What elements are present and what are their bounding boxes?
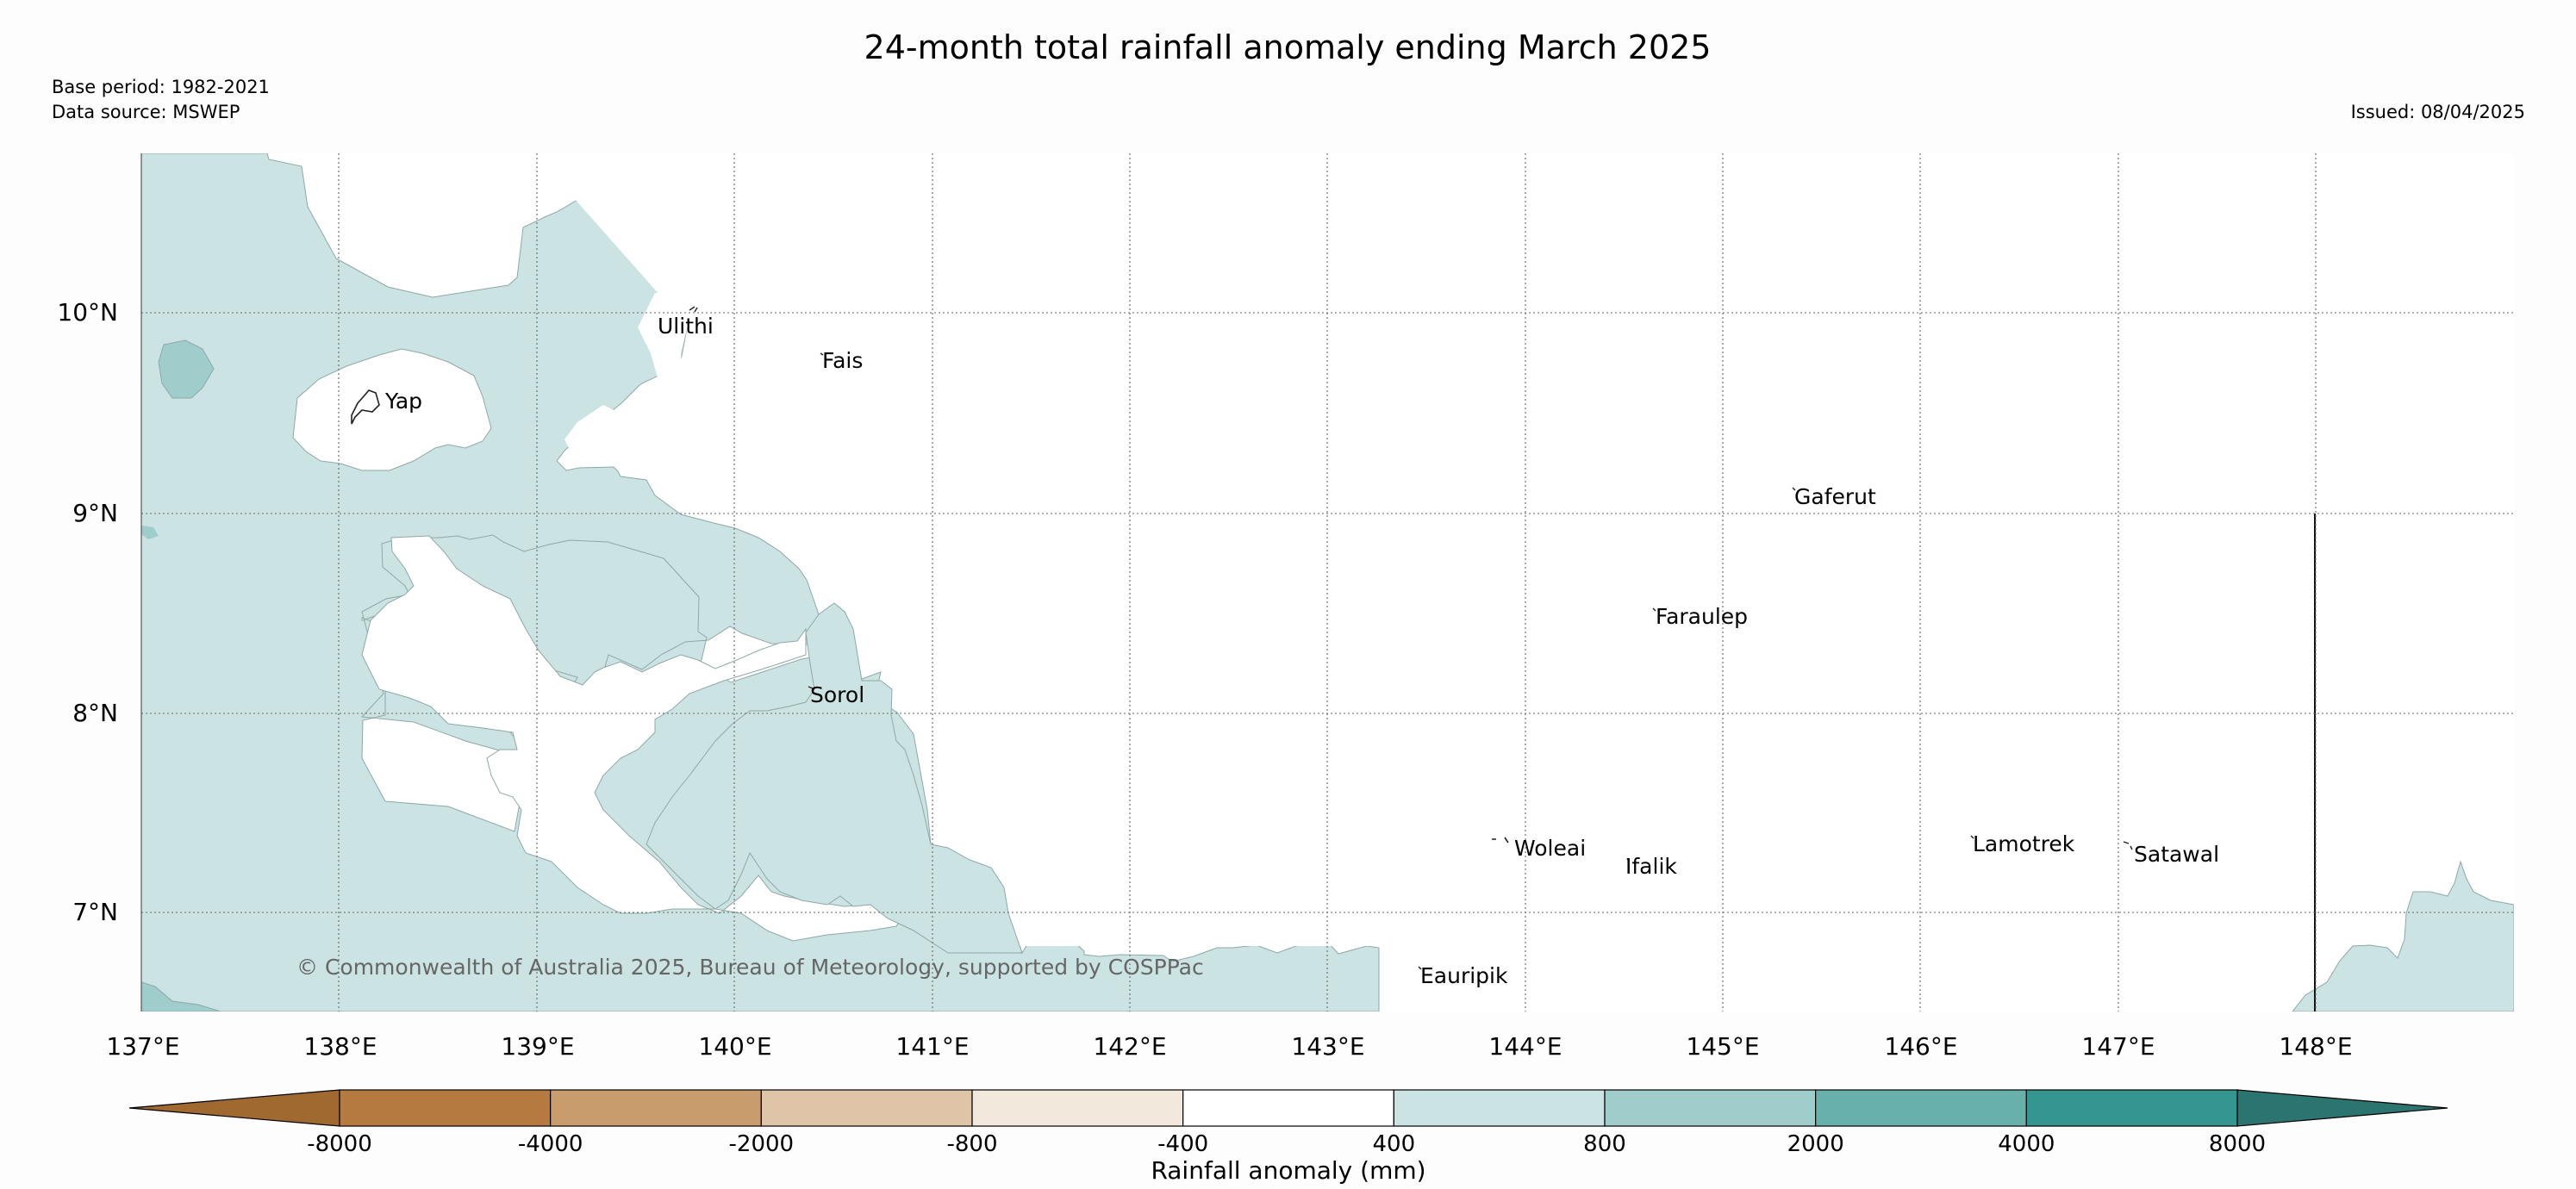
anomaly-blob-dark-1 (158, 339, 215, 399)
colorbar: -8000 -4000 -2000 -800 -400 400 800 2000 4000 800… (128, 1089, 2448, 1185)
lon-label-137e: 137°E (106, 1032, 179, 1061)
anomaly-blob-dark-2 (141, 981, 221, 1012)
anomaly-shading (141, 153, 2514, 1012)
place-fais: Fais (822, 348, 863, 373)
lon-label-145e: 145°E (1686, 1032, 1759, 1061)
copyright-notice: © Commonwealth of Australia 2025, Bureau… (296, 955, 1204, 980)
colorbar-high-extend (2236, 1089, 2448, 1127)
colorbar-segment (550, 1089, 762, 1127)
lon-label-148e: 148°E (2279, 1032, 2352, 1061)
yap-island-outline (351, 389, 380, 425)
anomaly-region-sorol (646, 602, 1023, 954)
gridlines (141, 153, 2514, 1012)
fais-marker (820, 352, 824, 356)
colorbar-tick-label: -8000 (307, 1131, 372, 1157)
place-ulithi: Ulithi (658, 314, 714, 339)
colorbar-segment (1393, 1089, 1606, 1127)
base-period: Base period: 1982-2021 (52, 77, 270, 97)
colorbar-label: Rainfall anomaly (mm) (1151, 1156, 1425, 1185)
place-satawal: Satawal (2134, 842, 2219, 867)
colorbar-low-extend (128, 1089, 340, 1127)
lon-label-147e: 147°E (2081, 1032, 2155, 1061)
lon-label-146e: 146°E (1884, 1032, 1957, 1061)
lon-label-140e: 140°E (698, 1032, 771, 1061)
colorbar-segment (1604, 1089, 1817, 1127)
place-gaferut: Gaferut (1794, 484, 1876, 509)
lat-label-7n: 7°N (72, 898, 118, 926)
lon-label-141e: 141°E (895, 1032, 969, 1061)
colorbar-tick-label: 8000 (2209, 1131, 2266, 1157)
colorbar-segment (971, 1089, 1184, 1127)
gaferut-marker (1792, 487, 1796, 491)
data-source: Data source: MSWEP (52, 102, 240, 122)
anomaly-region-southeast (2292, 860, 2514, 1012)
colorbar-segment (760, 1089, 973, 1127)
colorbar-segment (1182, 1089, 1394, 1127)
ocean-pocket-yap (292, 348, 492, 471)
colorbar-segment (339, 1089, 552, 1127)
place-ifalik: Ifalik (1625, 854, 1677, 879)
lon-label-143e: 143°E (1291, 1032, 1364, 1061)
lon-label-144e: 144°E (1488, 1032, 1562, 1061)
ifalik-marker (1626, 857, 1630, 862)
issued-date: Issued: 08/04/2025 (2351, 102, 2525, 122)
lat-label-8n: 8°N (72, 699, 118, 727)
sorol-marker (808, 686, 814, 689)
ocean-center-top (534, 153, 948, 620)
colorbar-tick-label: 400 (1373, 1131, 1416, 1157)
longitude-labels: 137°E 138°E 139°E 140°E 141°E 142°E 143°… (106, 1032, 2352, 1061)
colorbar-tick-label: -2000 (729, 1131, 795, 1157)
place-labels: Ulithi Fais Yap Gaferut Faraulep Sorol W… (384, 306, 2219, 988)
ulithi-marker (689, 306, 698, 313)
satawal-marker (2123, 841, 2133, 850)
woleai-marker (1492, 837, 1509, 844)
colorbar-tick-label: -400 (1157, 1131, 1208, 1157)
ocean-east (948, 153, 2514, 946)
latitude-labels: 10°N 9°N 8°N 7°N (57, 298, 118, 926)
lon-label-139e: 139°E (501, 1032, 574, 1061)
place-lamotrek: Lamotrek (1973, 831, 2075, 856)
colorbar-tick-label: -800 (946, 1131, 997, 1157)
anomaly-blob-dark-3 (141, 526, 159, 539)
lamotrek-marker (1970, 835, 1974, 839)
lat-label-10n: 10°N (57, 298, 118, 327)
faraulep-marker (1652, 607, 1656, 612)
colorbar-tick-label: -4000 (518, 1131, 583, 1157)
eauripik-marker (1418, 966, 1422, 970)
map-panel: 10°N 9°N 8°N 7°N 137°E 138°E 139°E 140°E… (57, 153, 2514, 1061)
lon-label-138e: 138°E (303, 1032, 377, 1061)
colorbar-segment (1815, 1089, 2027, 1127)
place-faraulep: Faraulep (1656, 604, 1748, 629)
place-woleai: Woleai (1514, 836, 1586, 861)
map-title: 24-month total rainfall anomaly ending M… (864, 28, 1712, 66)
ocean-pocket-central (361, 535, 906, 942)
colorbar-tick-label: 4000 (1998, 1131, 2055, 1157)
place-sorol: Sorol (810, 682, 864, 707)
colorbar-tick-label: 2000 (1787, 1131, 1844, 1157)
colorbar-segment (2025, 1089, 2238, 1127)
place-yap: Yap (384, 389, 422, 414)
place-eauripik: Eauripik (1420, 963, 1508, 988)
lon-label-142e: 142°E (1093, 1032, 1166, 1061)
colorbar-tick-label: 800 (1583, 1131, 1626, 1157)
lat-label-9n: 9°N (72, 499, 118, 527)
